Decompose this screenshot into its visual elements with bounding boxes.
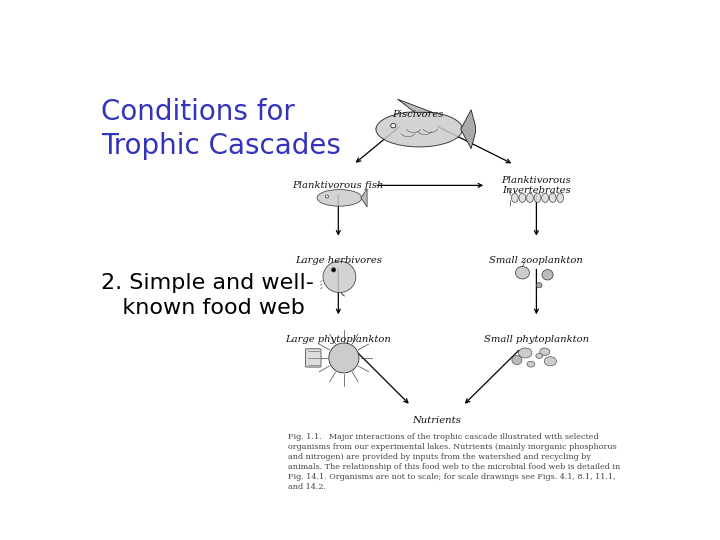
- Ellipse shape: [549, 193, 556, 202]
- Ellipse shape: [325, 195, 328, 198]
- Ellipse shape: [544, 357, 557, 366]
- Ellipse shape: [536, 282, 542, 288]
- Ellipse shape: [540, 348, 550, 355]
- Polygon shape: [361, 188, 367, 207]
- Ellipse shape: [534, 193, 541, 202]
- Ellipse shape: [512, 355, 522, 364]
- Text: Piscivores: Piscivores: [392, 110, 444, 119]
- Ellipse shape: [526, 193, 534, 202]
- Polygon shape: [461, 110, 475, 148]
- Ellipse shape: [519, 193, 526, 202]
- Ellipse shape: [323, 261, 356, 293]
- Ellipse shape: [527, 361, 535, 367]
- Text: 2. Simple and well-
   known food web: 2. Simple and well- known food web: [101, 273, 314, 318]
- Ellipse shape: [542, 269, 553, 280]
- Text: Large herbivores: Large herbivores: [295, 256, 382, 265]
- Polygon shape: [397, 99, 432, 112]
- Text: Planktivorous
Invertebrates: Planktivorous Invertebrates: [502, 176, 571, 195]
- Ellipse shape: [391, 124, 396, 128]
- Ellipse shape: [541, 193, 549, 202]
- Text: Planktivorous fish: Planktivorous fish: [292, 181, 384, 190]
- Ellipse shape: [317, 190, 361, 206]
- Text: Nutrients: Nutrients: [413, 416, 462, 425]
- Text: Large phytoplankton: Large phytoplankton: [285, 335, 391, 344]
- Ellipse shape: [376, 112, 462, 147]
- Ellipse shape: [331, 268, 336, 272]
- Text: Small zooplankton: Small zooplankton: [490, 256, 583, 265]
- FancyBboxPatch shape: [305, 349, 321, 367]
- Ellipse shape: [557, 193, 564, 202]
- Text: Fig. 1.1.   Major interactions of the trophic cascade illustrated with selected
: Fig. 1.1. Major interactions of the trop…: [288, 433, 621, 491]
- Ellipse shape: [511, 193, 518, 202]
- Ellipse shape: [536, 353, 543, 359]
- Text: Small phytoplankton: Small phytoplankton: [484, 335, 589, 344]
- Ellipse shape: [518, 348, 532, 358]
- Text: Conditions for
Trophic Cascades: Conditions for Trophic Cascades: [101, 98, 341, 159]
- Ellipse shape: [516, 266, 529, 279]
- Ellipse shape: [329, 343, 359, 373]
